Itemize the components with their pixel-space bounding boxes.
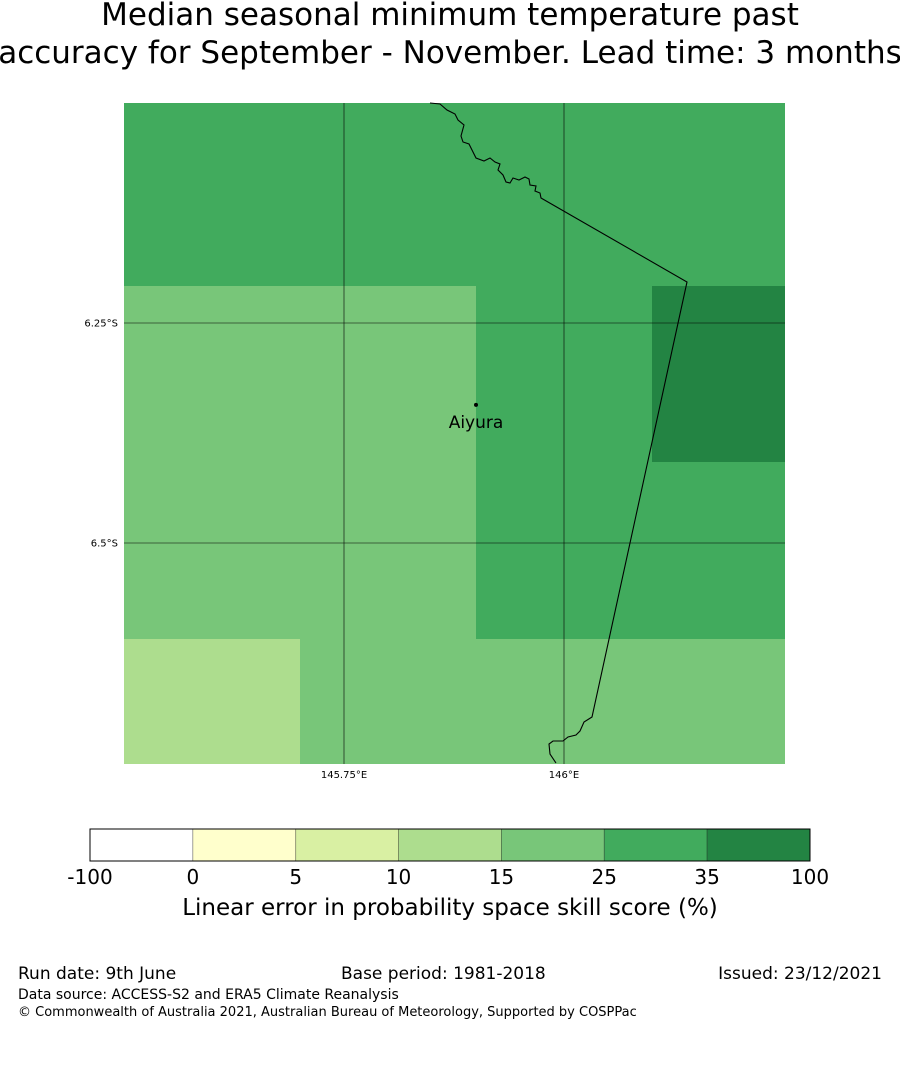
title-line-2: accuracy for September - November. Lead … xyxy=(0,35,900,71)
location-marker-aiyura: Aiyura xyxy=(449,402,504,433)
colorbar-tick-5: 25 xyxy=(591,865,618,889)
colorbar-segment-3 xyxy=(398,828,502,862)
skill-cell-3 xyxy=(652,286,785,462)
location-label: Aiyura xyxy=(449,413,504,433)
skill-cell-6 xyxy=(300,639,785,764)
colorbar-tick-1: 0 xyxy=(186,865,200,889)
colorbar xyxy=(89,828,811,862)
longitude-tick-label-1: 146°E xyxy=(549,770,579,781)
location-dot xyxy=(474,402,478,407)
colorbar-tick-4: 15 xyxy=(488,865,515,889)
colorbar-tick-7: 100 xyxy=(790,865,830,889)
colorbar-tick-6: 35 xyxy=(694,865,720,889)
data-source: Data source: ACCESS-S2 and ERA5 Climate … xyxy=(18,987,399,1003)
issued-date: Issued: 23/12/2021 xyxy=(718,964,882,984)
skill-grid-cells xyxy=(124,103,785,764)
coastline-border xyxy=(429,102,688,764)
skill-cell-1 xyxy=(124,286,476,639)
title-line-1: Median seasonal minimum temperature past xyxy=(101,0,799,33)
colorbar-label: Linear error in probability space skill … xyxy=(182,895,718,921)
colorbar-segment-5 xyxy=(603,828,708,862)
colorbar-segment-6 xyxy=(706,828,811,862)
copyright: © Commonwealth of Australia 2021, Austra… xyxy=(18,1005,637,1020)
latitude-tick-label-1: 6.5°S xyxy=(91,539,118,550)
skill-cell-0 xyxy=(124,103,785,286)
graticule: 6.25°S 6.5°S 145.75°E 146°E xyxy=(84,103,785,781)
colorbar-segment-1 xyxy=(192,828,297,862)
run-date: Run date: 9th June xyxy=(18,964,177,984)
colorbar-segment-0 xyxy=(89,828,194,862)
colorbar-segment-4 xyxy=(501,828,605,862)
base-period: Base period: 1981-2018 xyxy=(341,964,546,984)
colorbar-outline xyxy=(89,828,811,862)
colorbar-tick-3: 10 xyxy=(385,865,412,889)
colorbar-tick-0: -100 xyxy=(67,865,113,889)
latitude-tick-label-0: 6.25°S xyxy=(84,319,118,330)
colorbar-tick-2: 5 xyxy=(289,865,303,889)
skill-map: 6.25°S 6.5°S 145.75°E 146°E Aiyura xyxy=(84,102,811,862)
skill-cell-5 xyxy=(124,639,300,764)
longitude-tick-label-0: 145.75°E xyxy=(321,770,367,781)
colorbar-segment-2 xyxy=(295,828,399,862)
skill-cell-4 xyxy=(652,462,785,639)
